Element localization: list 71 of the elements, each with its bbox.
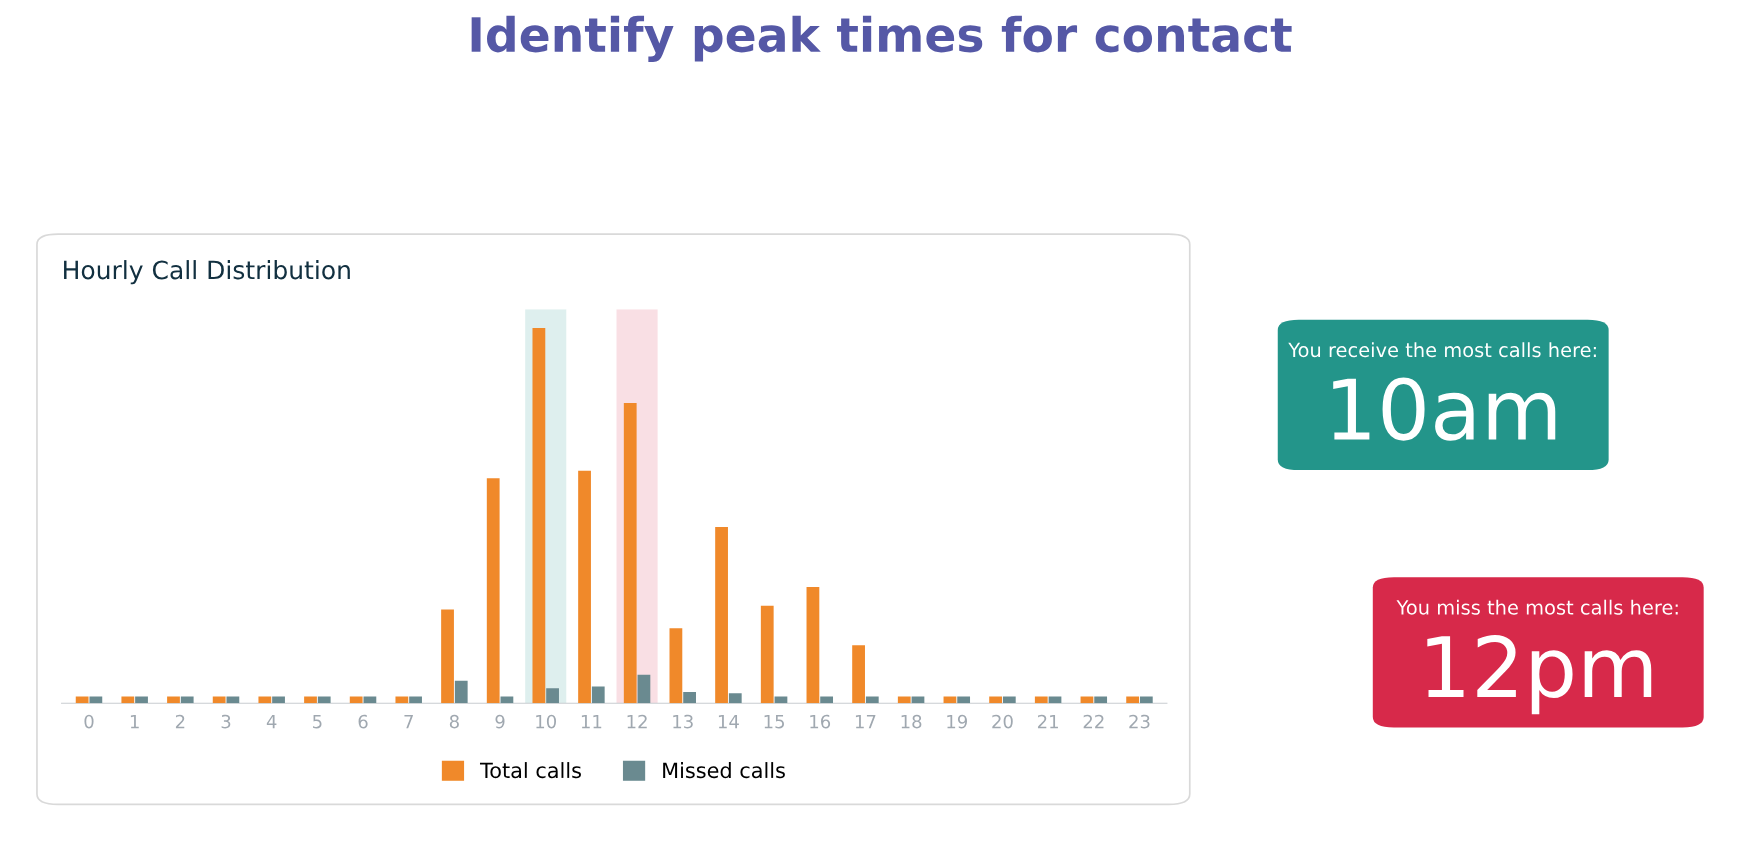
bar	[226, 696, 240, 704]
x-tick-label: 3	[221, 714, 231, 729]
bar	[212, 696, 226, 704]
bar	[180, 696, 194, 704]
x-tick-label: 6	[358, 714, 368, 729]
bar	[623, 403, 637, 704]
bar	[806, 586, 820, 704]
bar	[820, 696, 834, 704]
bar	[135, 696, 148, 704]
x-tick-label: 5	[313, 714, 322, 729]
bar	[454, 680, 468, 704]
x-tick-label: 17	[855, 714, 876, 729]
x-tick-label: 18	[901, 714, 922, 729]
bar	[852, 645, 865, 704]
x-tick-label: 11	[581, 714, 602, 729]
x-tick-label: 16	[810, 714, 831, 729]
bar	[89, 696, 103, 704]
bar	[957, 696, 971, 704]
bar	[441, 609, 454, 704]
x-tick-label: 8	[449, 714, 459, 729]
bar	[897, 696, 911, 704]
bar	[486, 478, 500, 704]
x-tick-label: 4	[266, 714, 277, 729]
bar	[272, 696, 285, 704]
bar	[1002, 696, 1016, 704]
bar	[989, 696, 1002, 704]
bar	[121, 696, 135, 704]
legend-label: Total calls	[479, 762, 581, 779]
x-tick-label: 22	[1083, 714, 1104, 729]
legend-label: Missed calls	[663, 762, 785, 779]
bar	[728, 693, 742, 704]
x-tick-label: 2	[175, 714, 185, 729]
bar	[546, 688, 559, 704]
bar	[637, 674, 651, 704]
text: You miss the most calls here: 12pm	[1396, 599, 1678, 715]
bar	[1139, 696, 1153, 704]
bar	[683, 692, 696, 704]
bar	[760, 605, 774, 704]
bar	[409, 696, 422, 704]
bar	[578, 470, 591, 704]
bar	[304, 696, 317, 704]
x-tick-label: 12	[627, 714, 647, 729]
text: You receive the most calls here: 10am	[1288, 342, 1596, 441]
x-tick-label: 15	[764, 714, 785, 729]
bar	[669, 628, 683, 704]
x-tick-label: 21	[1037, 714, 1058, 729]
bar	[75, 696, 89, 704]
x-tick-label: 1	[130, 714, 139, 729]
bar	[363, 696, 377, 704]
bar	[395, 696, 409, 704]
x-tick-label: 10	[536, 714, 557, 729]
bar	[715, 526, 728, 704]
chart-title: Identify peak times for contact	[471, 15, 1292, 62]
x-tick-label: 7	[404, 714, 413, 729]
bar	[1094, 696, 1108, 704]
x-tick-label: 0	[84, 714, 94, 729]
bar	[1126, 696, 1140, 704]
x-tick-label: 23	[1129, 714, 1150, 729]
bar	[258, 696, 272, 704]
bar	[865, 696, 879, 704]
x-tick-label: 9	[495, 714, 505, 729]
bar	[591, 686, 605, 704]
chart-subtitle: Hourly Call Distribution	[64, 260, 350, 285]
x-tick-label: 13	[673, 714, 693, 729]
x-tick-label: 19	[947, 714, 967, 729]
bar	[349, 696, 363, 704]
x-tick-label: 20	[992, 714, 1013, 729]
x-tick-label: 14	[718, 714, 739, 729]
bar	[317, 696, 331, 704]
bar	[167, 696, 180, 704]
bar	[1034, 696, 1048, 704]
